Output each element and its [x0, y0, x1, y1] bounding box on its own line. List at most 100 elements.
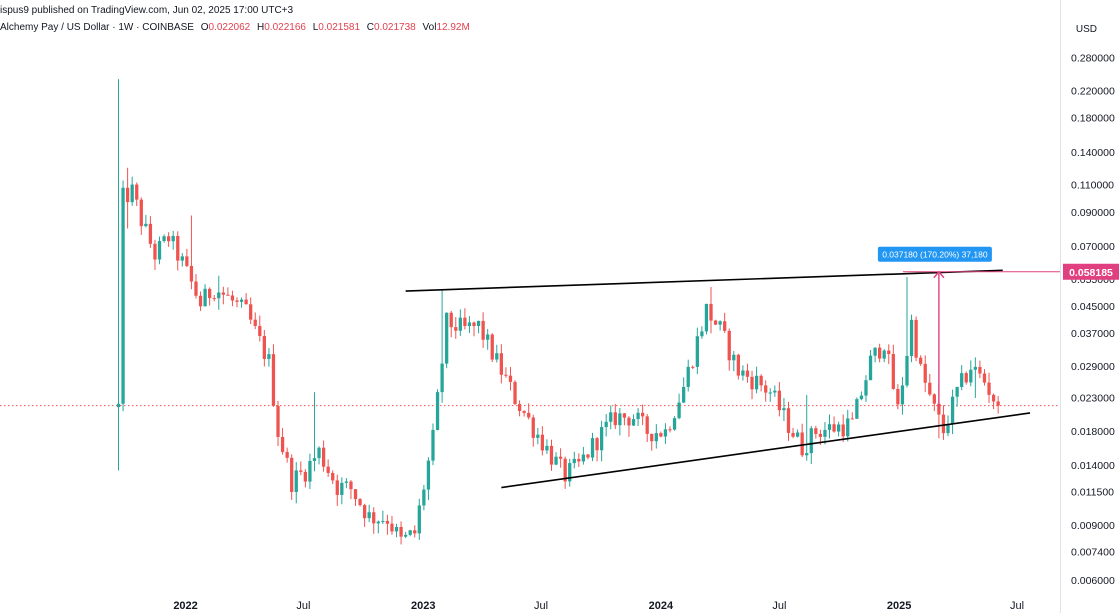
candle[interactable]: [982, 369, 987, 386]
candle[interactable]: [276, 401, 280, 447]
candle[interactable]: [800, 423, 804, 458]
candle[interactable]: [522, 410, 526, 417]
candle[interactable]: [773, 385, 777, 397]
candle[interactable]: [394, 523, 399, 538]
candle[interactable]: [517, 400, 522, 417]
candle[interactable]: [654, 424, 658, 449]
candle[interactable]: [253, 312, 257, 330]
candle[interactable]: [508, 366, 513, 391]
candle[interactable]: [176, 231, 180, 271]
candle[interactable]: [709, 287, 713, 334]
candle[interactable]: [472, 321, 476, 337]
candle[interactable]: [308, 453, 312, 490]
candle[interactable]: [390, 515, 394, 535]
candle[interactable]: [668, 426, 672, 433]
candle[interactable]: [754, 366, 759, 394]
candle[interactable]: [914, 316, 918, 362]
candle[interactable]: [116, 79, 121, 471]
candle[interactable]: [636, 408, 640, 427]
candle[interactable]: [978, 360, 982, 379]
candle[interactable]: [290, 454, 294, 500]
candle[interactable]: [280, 427, 285, 455]
candle[interactable]: [641, 404, 645, 426]
candle[interactable]: [663, 423, 668, 444]
candle[interactable]: [531, 414, 535, 447]
candle[interactable]: [353, 489, 358, 506]
candle[interactable]: [321, 440, 326, 472]
candle[interactable]: [445, 312, 449, 369]
candle[interactable]: [413, 525, 417, 538]
candle[interactable]: [691, 365, 695, 370]
candle[interactable]: [335, 474, 339, 506]
candle[interactable]: [736, 353, 740, 380]
candle[interactable]: [650, 433, 654, 451]
candle[interactable]: [645, 414, 649, 443]
candle[interactable]: [859, 391, 864, 401]
candle[interactable]: [622, 412, 627, 426]
candle[interactable]: [777, 382, 782, 417]
candle[interactable]: [185, 248, 189, 268]
candle[interactable]: [873, 347, 877, 363]
candle[interactable]: [919, 355, 923, 366]
candle[interactable]: [125, 167, 130, 229]
candle[interactable]: [180, 253, 184, 267]
candle[interactable]: [198, 291, 203, 311]
candle[interactable]: [864, 375, 868, 402]
candle[interactable]: [905, 276, 909, 388]
candle[interactable]: [846, 409, 850, 442]
candle[interactable]: [153, 239, 157, 270]
candle[interactable]: [554, 452, 558, 466]
candle[interactable]: [932, 393, 936, 412]
candle[interactable]: [713, 319, 718, 326]
candle[interactable]: [495, 344, 499, 363]
candle[interactable]: [823, 422, 827, 445]
candle[interactable]: [267, 348, 271, 367]
candle[interactable]: [704, 303, 709, 335]
candle[interactable]: [572, 451, 576, 469]
time-axis[interactable]: 2022 Jul 2023 Jul 2024 Jul 2025 Jul: [173, 600, 1024, 612]
candle[interactable]: [212, 295, 216, 302]
candle[interactable]: [827, 414, 832, 439]
candle[interactable]: [208, 287, 212, 306]
candle[interactable]: [896, 384, 900, 410]
candles[interactable]: [116, 79, 1000, 545]
candle[interactable]: [577, 453, 581, 468]
candle[interactable]: [882, 349, 886, 363]
candle[interactable]: [372, 507, 376, 534]
candle[interactable]: [121, 180, 125, 412]
candle[interactable]: [900, 377, 905, 415]
candle[interactable]: [144, 214, 148, 228]
candle[interactable]: [162, 234, 166, 243]
candle[interactable]: [513, 380, 517, 405]
candle[interactable]: [194, 274, 198, 299]
candle[interactable]: [203, 284, 207, 307]
candle[interactable]: [481, 312, 485, 348]
candle[interactable]: [700, 326, 704, 339]
candle[interactable]: [422, 484, 426, 511]
symbol-description[interactable]: Alchemy Pay / US Dollar · 1W · COINBASE: [0, 22, 194, 33]
candle[interactable]: [349, 480, 353, 500]
candle[interactable]: [563, 456, 567, 489]
candle[interactable]: [294, 462, 298, 504]
candle[interactable]: [946, 415, 950, 437]
candle[interactable]: [568, 458, 572, 487]
candle[interactable]: [841, 414, 845, 443]
candle[interactable]: [458, 309, 462, 336]
candle[interactable]: [226, 287, 230, 296]
candle[interactable]: [741, 365, 745, 381]
candle[interactable]: [403, 531, 408, 539]
candle[interactable]: [941, 405, 946, 440]
candle[interactable]: [340, 477, 344, 505]
candle[interactable]: [408, 529, 412, 537]
candle[interactable]: [677, 393, 681, 420]
candle[interactable]: [303, 469, 308, 488]
candle[interactable]: [285, 447, 289, 463]
candle[interactable]: [991, 393, 996, 409]
candle[interactable]: [135, 182, 139, 207]
candle[interactable]: [973, 357, 977, 398]
candle[interactable]: [809, 425, 813, 464]
candle[interactable]: [686, 359, 690, 392]
candle[interactable]: [426, 457, 431, 501]
candle[interactable]: [928, 373, 932, 397]
candle[interactable]: [504, 367, 508, 378]
